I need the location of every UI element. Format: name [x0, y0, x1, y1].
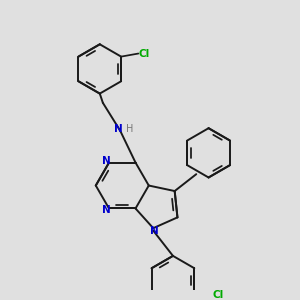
Text: Cl: Cl — [212, 290, 224, 300]
Text: N: N — [150, 226, 159, 236]
Text: N: N — [102, 205, 110, 215]
Text: N: N — [114, 124, 123, 134]
Text: N: N — [102, 156, 111, 166]
Text: Cl: Cl — [139, 49, 150, 58]
Text: H: H — [126, 124, 133, 134]
